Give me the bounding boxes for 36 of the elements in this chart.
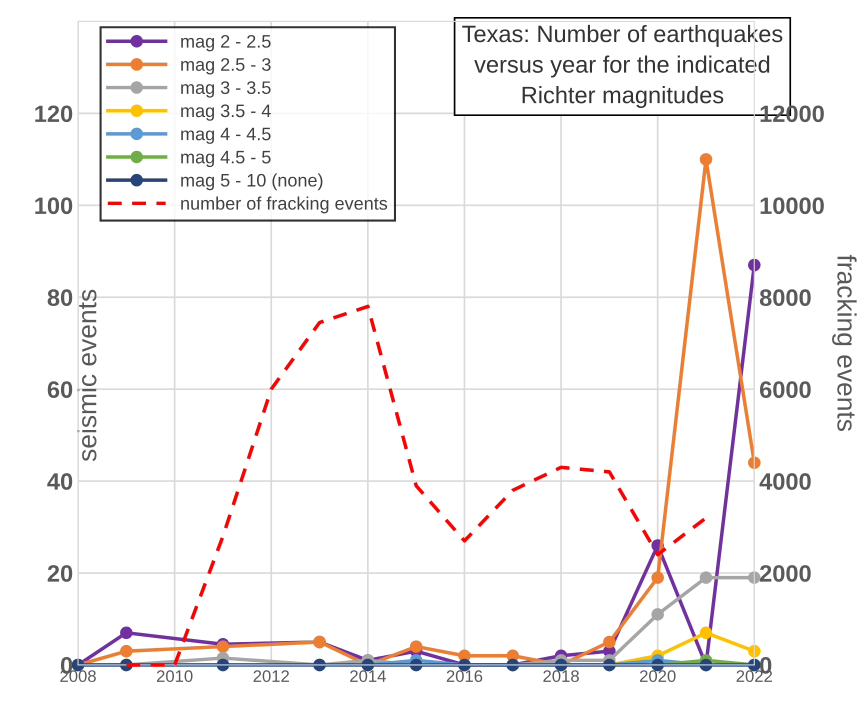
- y-tick-label: 40: [47, 473, 72, 490]
- y-tick-label: 120: [35, 105, 72, 122]
- x-tick-label: 2010: [156, 670, 193, 682]
- legend-label: number of fracking events: [181, 196, 388, 214]
- point: [410, 640, 422, 653]
- legend-label: mag 3.5 - 4: [181, 104, 271, 121]
- y2-tick-label: 8000: [760, 289, 811, 306]
- point: [120, 626, 133, 640]
- point: [700, 626, 712, 640]
- x-tick-label: 2016: [446, 670, 482, 682]
- y-tick-label: 80: [48, 289, 72, 306]
- y2-tick-label: 6000: [760, 381, 811, 398]
- legend-label: mag 4 - 4.5: [181, 128, 271, 144]
- x-tick-label: 2012: [254, 670, 289, 682]
- legend-label: mag 2 - 2.5: [181, 34, 271, 52]
- y2-tick-label: 10000: [760, 197, 824, 214]
- legend-label: mag 5 - 10 (none): [181, 173, 322, 190]
- y2-axis-title: fracking events: [832, 254, 857, 431]
- y-tick-label: 60: [48, 381, 72, 398]
- point: [651, 571, 664, 584]
- y2-tick-label: 4000: [760, 473, 811, 490]
- legend-label: mag 4.5 - 5: [181, 150, 271, 168]
- y-tick-label: 100: [35, 197, 72, 214]
- legend-label: mag 3 - 3.5: [181, 81, 271, 98]
- point: [603, 636, 616, 648]
- y-axis-title: seismic events: [77, 290, 96, 462]
- x-tick-label: 2014: [350, 670, 386, 682]
- point: [651, 608, 664, 621]
- x-tick-label: 2020: [640, 670, 676, 682]
- point: [700, 571, 712, 584]
- x-tick-label: 2018: [543, 670, 579, 682]
- point: [700, 153, 712, 166]
- y-tick-label: 20: [48, 565, 72, 582]
- point: [120, 644, 133, 658]
- y2-tick-label: 2000: [760, 565, 811, 582]
- legend-label: mag 2.5 - 3: [181, 58, 271, 74]
